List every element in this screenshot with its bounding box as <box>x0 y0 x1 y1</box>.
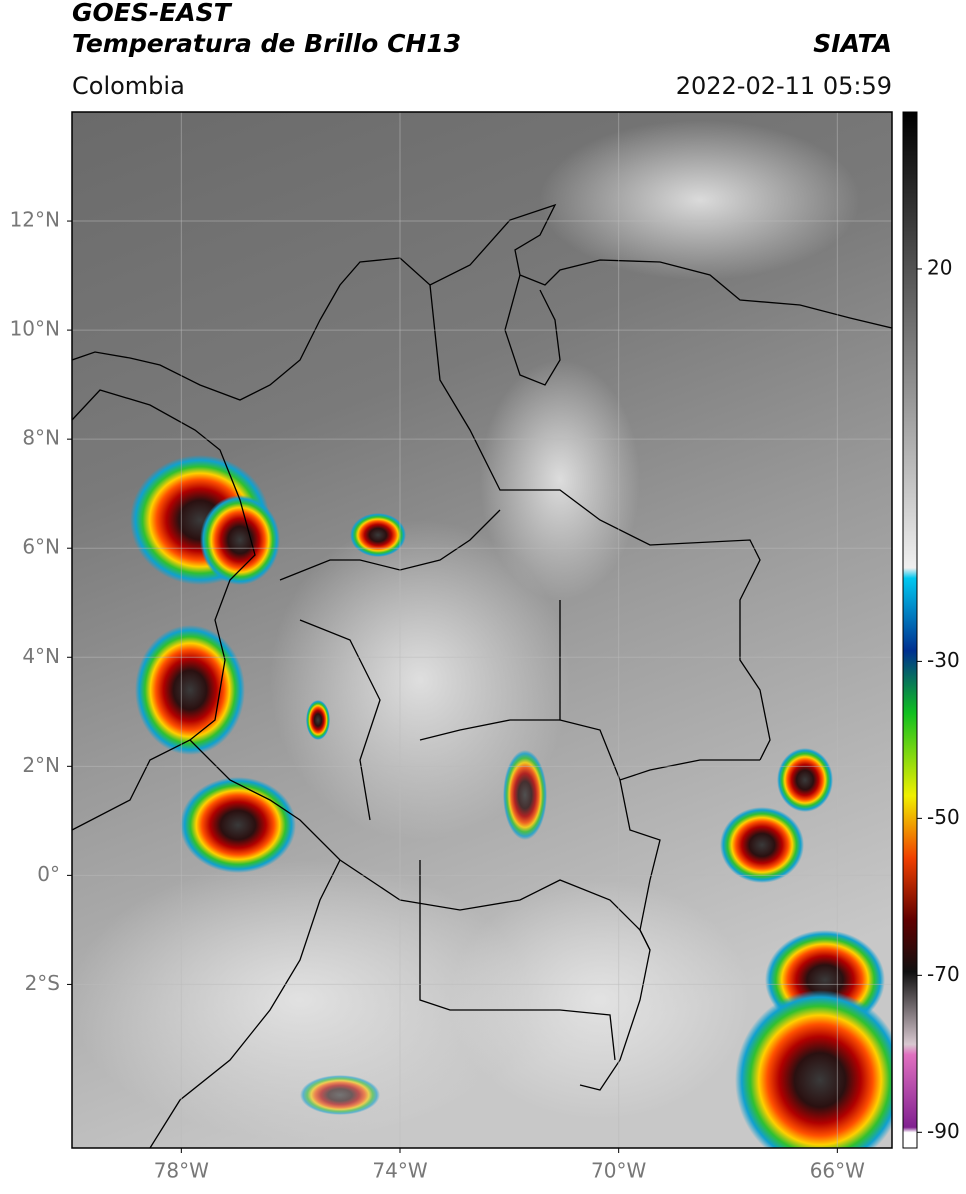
colorbar-tick-label: -30 <box>927 648 960 672</box>
lat-tick-label: 12°N <box>10 208 60 232</box>
lat-tick-label: 10°N <box>10 317 60 341</box>
subtitle: Temperatura de Brillo CH13 <box>72 29 461 58</box>
title: GOES-EAST <box>72 0 233 27</box>
lon-tick-label: 78°W <box>154 1159 209 1183</box>
map-frame <box>71 111 893 1149</box>
lat-tick-label: 0° <box>37 862 60 886</box>
lon-tick-label: 66°W <box>810 1159 865 1183</box>
lat-tick-label: 2°S <box>25 971 60 995</box>
lat-tick-label: 8°N <box>22 426 60 450</box>
region: Colombia <box>72 72 185 100</box>
lat-tick-label: 2°N <box>22 753 60 777</box>
borders <box>72 203 892 1148</box>
colorbar-tick-label: -50 <box>927 805 960 829</box>
gridlines <box>72 112 892 1148</box>
colorbar-tick-label: -70 <box>927 962 960 986</box>
lon-tick-label: 70°W <box>591 1159 646 1183</box>
datetime: 2022-02-11 05:59 <box>676 72 892 100</box>
colorbar-tick-label: -90 <box>927 1119 960 1143</box>
lat-tick-label: 4°N <box>22 644 60 668</box>
colorbar-tick-label: 20 <box>927 255 952 279</box>
colorbar <box>902 111 918 1149</box>
source: SIATA <box>813 29 892 58</box>
lon-tick-label: 74°W <box>372 1159 427 1183</box>
lat-tick-label: 6°N <box>22 535 60 559</box>
map-image <box>72 112 892 1148</box>
